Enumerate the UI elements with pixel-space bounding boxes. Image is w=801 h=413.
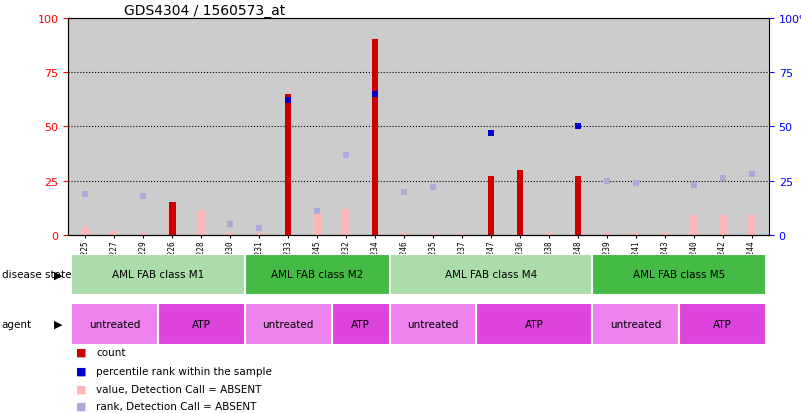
Bar	[372, 40, 378, 235]
Bar	[197, 211, 205, 235]
Bar	[429, 233, 437, 235]
Text: ▶: ▶	[54, 319, 62, 329]
Text: AML FAB class M1: AML FAB class M1	[112, 270, 204, 280]
Text: ■: ■	[76, 401, 87, 411]
Bar	[342, 209, 350, 235]
Bar	[139, 233, 147, 235]
Bar	[389, 304, 477, 345]
Bar	[400, 233, 408, 235]
Bar	[285, 95, 292, 235]
Bar	[632, 233, 640, 235]
Bar	[158, 304, 245, 345]
Text: rank, Detection Call = ABSENT: rank, Detection Call = ABSENT	[96, 401, 256, 411]
Bar	[284, 233, 292, 235]
Text: agent: agent	[2, 319, 32, 329]
Text: ATP: ATP	[525, 319, 544, 329]
Text: untreated: untreated	[89, 319, 140, 329]
Bar	[574, 177, 581, 235]
Bar	[245, 304, 332, 345]
Bar	[332, 304, 389, 345]
Bar	[690, 216, 698, 235]
Bar	[111, 231, 119, 235]
Bar	[718, 216, 727, 235]
Bar	[82, 229, 90, 235]
Text: AML FAB class M5: AML FAB class M5	[633, 270, 725, 280]
Text: untreated: untreated	[408, 319, 459, 329]
Bar	[747, 216, 755, 235]
Bar	[517, 170, 523, 235]
Text: count: count	[96, 347, 126, 357]
Text: value, Detection Call = ABSENT: value, Detection Call = ABSENT	[96, 384, 261, 394]
Bar	[389, 254, 592, 295]
Text: disease state: disease state	[2, 270, 71, 280]
Bar	[256, 233, 264, 235]
Bar	[313, 214, 321, 235]
Bar	[679, 304, 766, 345]
Text: ■: ■	[76, 347, 87, 357]
Text: ATP: ATP	[713, 319, 732, 329]
Bar	[245, 254, 389, 295]
Bar	[487, 233, 495, 235]
Bar	[661, 233, 669, 235]
Bar	[371, 233, 379, 235]
Bar	[603, 233, 610, 235]
Text: percentile rank within the sample: percentile rank within the sample	[96, 366, 272, 376]
Bar	[168, 209, 176, 235]
Bar	[516, 233, 524, 235]
Bar	[592, 254, 766, 295]
Text: ■: ■	[76, 384, 87, 394]
Bar	[574, 233, 582, 235]
Bar	[592, 304, 679, 345]
Text: AML FAB class M4: AML FAB class M4	[445, 270, 537, 280]
Text: untreated: untreated	[610, 319, 662, 329]
Text: untreated: untreated	[263, 319, 314, 329]
Bar	[169, 203, 175, 235]
Text: ATP: ATP	[351, 319, 370, 329]
Bar	[545, 233, 553, 235]
Text: AML FAB class M2: AML FAB class M2	[271, 270, 364, 280]
Bar	[458, 233, 466, 235]
Bar	[477, 304, 592, 345]
Bar	[488, 177, 494, 235]
Bar	[227, 233, 234, 235]
Text: GDS4304 / 1560573_at: GDS4304 / 1560573_at	[124, 4, 285, 18]
Text: ▶: ▶	[54, 270, 62, 280]
Bar	[71, 304, 158, 345]
Text: ATP: ATP	[192, 319, 211, 329]
Bar	[71, 254, 245, 295]
Text: ■: ■	[76, 366, 87, 376]
